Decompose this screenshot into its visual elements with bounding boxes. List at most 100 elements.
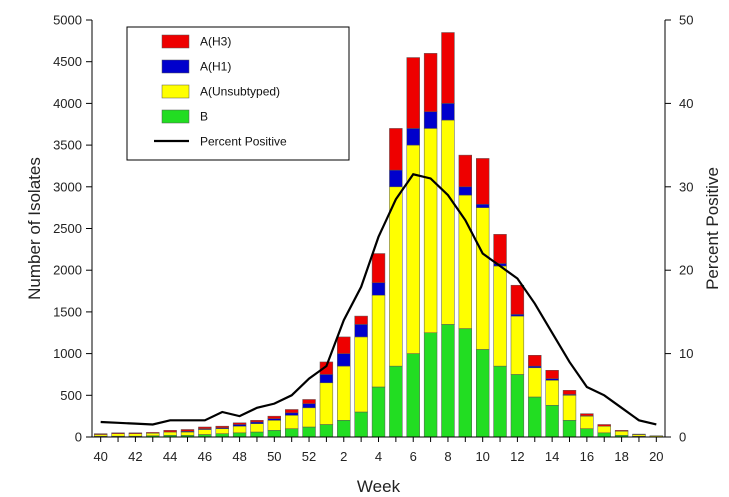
bar-segment-a-unsubtyped--week-8 [441,119,455,325]
bar-segment-a-h1--week-48 [232,424,247,427]
legend-label-a-h1-: A(H1) [200,60,231,74]
bar-segment-a-h1--week-9 [458,186,472,196]
bar-segment-a-unsubtyped--week-50 [267,420,281,431]
bar-segment-a-h3--week-50 [267,415,281,419]
bar-segment-a-unsubtyped--week-43 [146,433,160,436]
y2-tick-label: 10 [679,346,693,361]
bar-segment-a-h1--week-50 [267,418,281,421]
x-tick-label: 20 [649,449,663,464]
bar-segment-b-week-14 [545,405,559,438]
y-tick-label: 5000 [53,13,82,28]
bar-segment-a-h3--week-47 [215,425,229,429]
legend-label-a-h3-: A(H3) [200,35,231,49]
legend-label-percent-positive: Percent Positive [200,135,287,149]
bar-segment-a-unsubtyped--week-1 [319,382,334,425]
bar-segment-a-h3--week-52 [302,399,316,404]
y2-tick-label: 30 [679,179,693,194]
bar-segment-a-h1--week-7 [423,111,438,129]
legend: A(H3) A(H1) A(Unsubtyped) B Percent Positive [126,26,350,161]
x-tick-label: 14 [545,449,559,464]
bar-segment-b-week-15 [562,420,577,438]
bar-segment-a-unsubtyped--week-47 [215,428,229,434]
legend-label-b: B [200,110,208,124]
bars-layer [94,32,663,438]
bar-segment-b-week-12 [510,374,525,438]
bar-segment-a-h3--week-41 [111,432,125,434]
bar-segment-a-h3--week-6 [406,57,420,129]
bar-segment-a-h3--week-10 [476,158,490,205]
bar-segment-b-week-1 [319,424,334,438]
percent-positive-line [100,173,657,426]
y-tick-label: 4500 [53,54,82,69]
bar-segment-a-h3--week-7 [423,53,438,112]
y-tick-label: 1000 [53,346,82,361]
bar-segment-a-unsubtyped--week-14 [545,380,559,406]
bar-segment-b-week-7 [423,332,438,438]
bar-segment-a-h1--week-12 [510,314,525,317]
bar-segment-b-week-9 [458,328,472,438]
bar-segment-a-unsubtyped--week-11 [493,265,507,367]
bar-segment-a-h3--week-4 [371,253,386,283]
x-tick-label: 42 [128,449,142,464]
x-tick-label: 8 [444,449,451,464]
bar-segment-b-week-5 [389,365,403,438]
x-tick-label: 16 [580,449,594,464]
bar-segment-b-week-11 [493,365,507,438]
bar-segment-a-unsubtyped--week-52 [302,407,316,428]
bar-segment-a-unsubtyped--week-48 [232,425,247,434]
bar-segment-b-week-8 [441,324,455,438]
bar-segment-a-unsubtyped--week-40 [94,434,108,437]
bar-segment-a-h3--week-40 [94,433,108,435]
bar-segment-a-h1--week-14 [545,378,559,381]
bar-segment-a-h3--week-3 [354,315,368,325]
y-tick-label: 0 [75,430,82,445]
x-tick-label: 18 [614,449,628,464]
bar-segment-a-unsubtyped--week-2 [337,365,351,421]
bar-segment-a-unsubtyped--week-20 [649,435,663,437]
bar-segment-a-unsubtyped--week-41 [111,433,125,437]
bar-segment-a-h1--week-6 [406,128,420,146]
bar-segment-a-unsubtyped--week-10 [476,207,490,350]
legend-swatch-a-h1- [161,59,190,74]
bar-segment-a-unsubtyped--week-18 [614,430,629,436]
bar-segment-a-h3--week-5 [389,128,403,171]
bar-segment-b-week-4 [371,386,386,438]
bar-segment-a-h3--week-51 [285,409,299,414]
y-tick-label: 3500 [53,138,82,153]
x-tick-label: 48 [232,449,246,464]
x-tick-label: 50 [267,449,281,464]
bar-segment-a-unsubtyped--week-45 [180,431,195,436]
bar-segment-a-h3--week-12 [510,284,525,315]
bar-segment-a-h1--week-3 [354,324,368,338]
y-tick-label: 4000 [53,96,82,111]
bar-segment-a-unsubtyped--week-13 [528,367,542,398]
bar-segment-a-unsubtyped--week-7 [423,128,438,333]
bar-segment-a-h3--week-49 [250,420,264,423]
x-tick-label: 46 [198,449,212,464]
bar-segment-b-week-48 [232,432,247,438]
bar-segment-a-h3--week-14 [545,370,559,379]
bar-segment-b-week-49 [250,431,264,438]
bar-segment-a-h3--week-48 [232,422,247,425]
bar-segment-a-h3--week-11 [493,234,507,264]
bar-segment-b-week-17 [597,432,611,438]
legend-label-a-unsubtyped-: A(Unsubtyped) [200,85,280,99]
bar-segment-a-h1--week-5 [389,169,403,188]
bar-segment-a-unsubtyped--week-46 [198,429,212,435]
axes-layer: 0500100015002000250030003500400045005000… [53,13,693,465]
x-axis-title: Week [357,477,401,496]
bar-segment-b-week-3 [354,411,368,438]
bar-segment-a-h1--week-8 [441,103,455,121]
bar-segment-b-week-16 [580,428,594,438]
bar-segment-a-h3--week-16 [580,413,594,416]
bar-segment-a-h3--week-43 [146,432,160,434]
y2-axis-title: Percent Positive [703,167,722,290]
y-axis-title: Number of Isolates [25,157,44,300]
bar-segment-a-h1--week-4 [371,282,386,296]
bar-segment-a-h3--week-13 [528,355,542,367]
legend-swatch-b [161,109,190,124]
y-tick-label: 3000 [53,179,82,194]
bar-segment-a-h1--week-51 [285,412,299,416]
bar-segment-a-h1--week-1 [319,374,334,384]
